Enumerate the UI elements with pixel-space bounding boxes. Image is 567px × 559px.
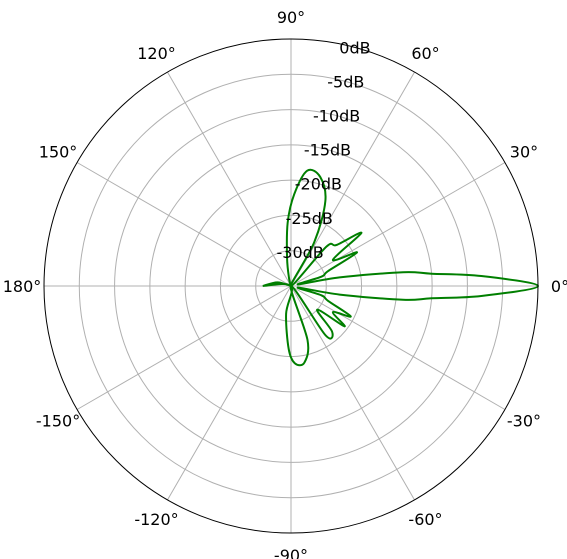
angular-tick-label-9: -90° xyxy=(274,546,308,559)
radial-tick-label-3: -15dB xyxy=(304,141,351,160)
radial-tick-label-0: 0dB xyxy=(339,38,370,57)
angular-tick-label-5: 150° xyxy=(39,143,78,162)
polar-frame xyxy=(43,38,539,534)
angular-tick-label-2: 60° xyxy=(411,44,439,63)
angular-tick-label-6: 180° xyxy=(3,277,42,296)
series-layer xyxy=(262,168,539,367)
angular-grid-line-120 xyxy=(167,71,292,287)
angular-tick-label-11: -30° xyxy=(507,412,541,431)
angular-tick-label-7: -150° xyxy=(36,412,80,431)
angular-tick-label-3: 90° xyxy=(277,8,305,27)
angular-grid-line-240 xyxy=(167,285,292,501)
angular-tick-labels: 0° 30° 60° 90° 120° 150° 180° -150° -120° -90° -60… xyxy=(3,8,567,559)
angular-grid-line-150 xyxy=(76,162,292,287)
angular-tick-label-8: -120° xyxy=(134,510,178,529)
angular-tick-label-10: -60° xyxy=(408,510,442,529)
angular-grid-spokes xyxy=(44,39,538,533)
angular-tick-label-1: 30° xyxy=(510,143,538,162)
radial-tick-label-1: -5dB xyxy=(327,72,364,91)
radial-tick-label-2: -10dB xyxy=(313,107,360,126)
angular-grid-line-300 xyxy=(290,285,415,501)
radial-tick-label-6: -30dB xyxy=(276,243,323,262)
series-line-0 xyxy=(262,168,539,367)
angular-grid-line-60 xyxy=(290,71,415,287)
angular-tick-label-4: 120° xyxy=(137,44,176,63)
radial-tick-label-4: -20dB xyxy=(295,175,342,194)
angular-tick-label-0: 0° xyxy=(551,277,567,296)
polar-frame-circle xyxy=(43,38,539,534)
angular-grid-line-330 xyxy=(290,285,506,410)
angular-grid-line-30 xyxy=(290,162,506,287)
angular-grid-line-210 xyxy=(76,285,292,410)
radial-tick-labels: 0dB -5dB -10dB -15dB -20dB -25dB -30dB xyxy=(276,38,370,262)
radial-tick-label-5: -25dB xyxy=(286,209,333,228)
